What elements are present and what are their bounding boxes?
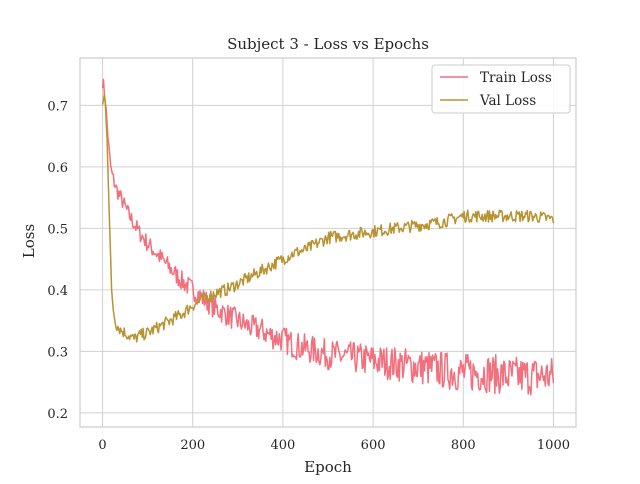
- y-tick-label: 0.7: [47, 99, 68, 114]
- y-tick-label: 0.5: [47, 222, 68, 237]
- legend: Train Loss Val Loss: [431, 64, 571, 114]
- y-tick-label: 0.3: [47, 345, 68, 360]
- y-tick-label: 0.4: [47, 284, 68, 299]
- plot-frame: [79, 57, 577, 428]
- x-axis-label: Epoch: [304, 458, 352, 476]
- series-layer: [101, 78, 555, 396]
- x-tick-label: 600: [361, 438, 386, 453]
- legend-label: Train Loss: [480, 70, 552, 86]
- x-tick-label: 200: [180, 438, 205, 453]
- x-tick-label: 0: [98, 438, 106, 453]
- chart-title: Subject 3 - Loss vs Epochs: [227, 35, 429, 53]
- y-axis-label: Loss: [20, 224, 38, 258]
- x-tick-label: 800: [451, 438, 476, 453]
- x-tick-label: 400: [270, 438, 295, 453]
- grid: [80, 58, 576, 427]
- y-tick-label: 0.2: [47, 407, 68, 422]
- series-line-train-loss: [101, 78, 555, 396]
- y-tick-label: 0.6: [47, 161, 68, 176]
- x-tick-label: 1000: [537, 438, 570, 453]
- legend-label: Val Loss: [479, 93, 536, 109]
- y-tick-labels: 0.2 0.3 0.4 0.5 0.6 0.7: [47, 99, 68, 422]
- x-tick-labels: 0 200 400 600 800 1000: [98, 438, 570, 453]
- series-line-val-loss: [101, 93, 555, 343]
